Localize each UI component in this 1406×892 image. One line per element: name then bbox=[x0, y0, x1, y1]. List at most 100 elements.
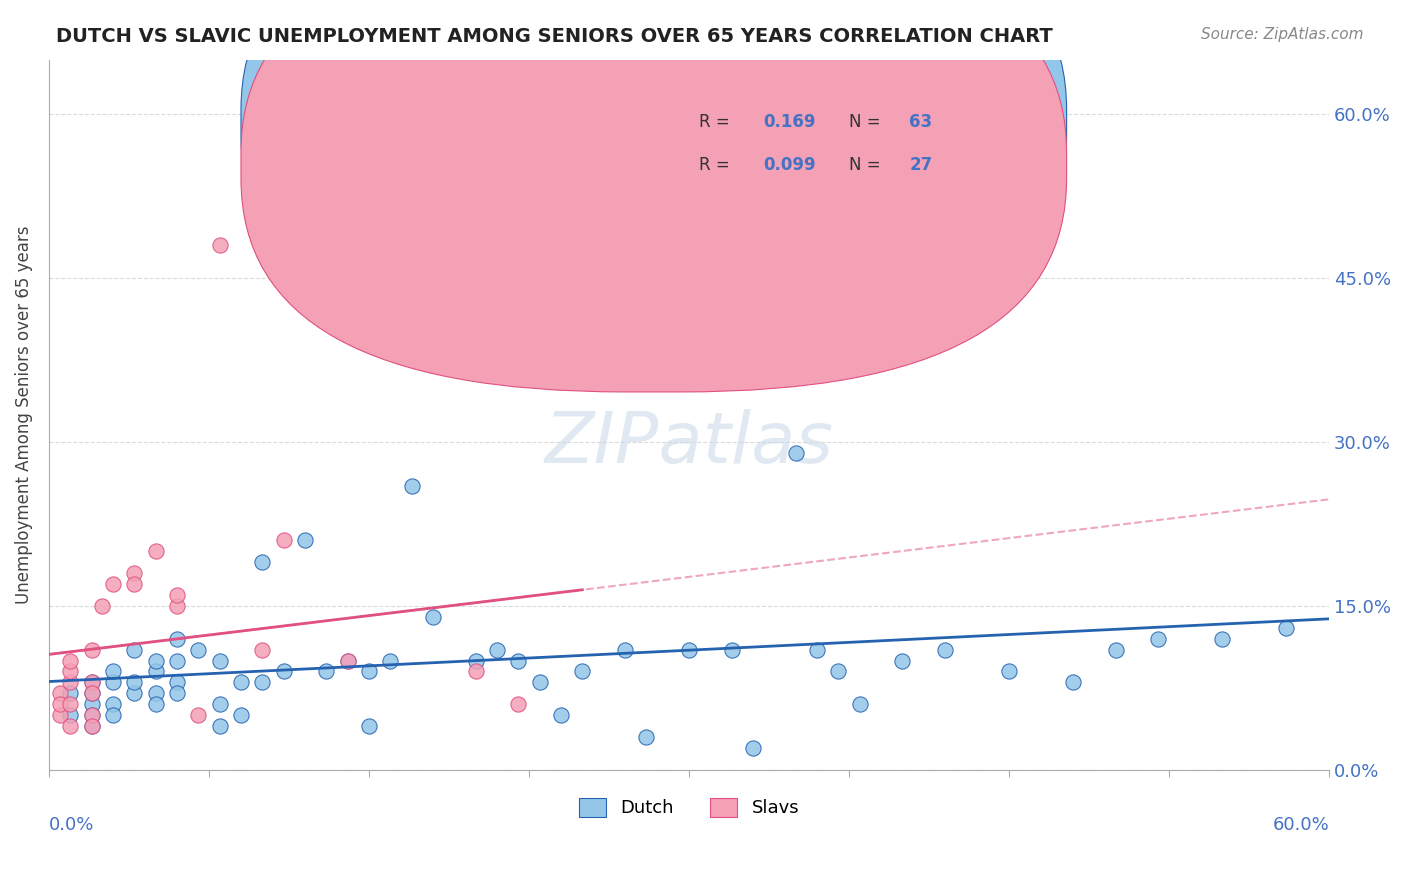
Point bbox=[252, 642, 274, 657]
Point bbox=[806, 642, 828, 657]
Point bbox=[80, 708, 103, 723]
FancyBboxPatch shape bbox=[586, 88, 1060, 209]
Point bbox=[571, 665, 593, 679]
Point bbox=[422, 609, 444, 624]
Point bbox=[208, 238, 231, 252]
Point bbox=[699, 359, 721, 373]
Point bbox=[124, 675, 146, 690]
Point bbox=[80, 675, 103, 690]
Point bbox=[720, 642, 742, 657]
Point bbox=[614, 642, 637, 657]
Text: 60.0%: 60.0% bbox=[1272, 816, 1329, 834]
Point bbox=[91, 599, 114, 613]
Point bbox=[59, 665, 82, 679]
Point bbox=[508, 697, 530, 711]
Point bbox=[59, 653, 82, 667]
Point bbox=[401, 478, 423, 492]
Point bbox=[229, 708, 252, 723]
Point bbox=[80, 697, 103, 711]
Text: R =: R = bbox=[699, 156, 735, 174]
Point bbox=[166, 599, 188, 613]
Text: DUTCH VS SLAVIC UNEMPLOYMENT AMONG SENIORS OVER 65 YEARS CORRELATION CHART: DUTCH VS SLAVIC UNEMPLOYMENT AMONG SENIO… bbox=[56, 27, 1053, 45]
Point bbox=[166, 588, 188, 602]
FancyBboxPatch shape bbox=[240, 0, 1067, 392]
Point bbox=[166, 632, 188, 646]
Point bbox=[124, 577, 146, 591]
Point bbox=[464, 653, 486, 667]
Point bbox=[59, 697, 82, 711]
Point bbox=[166, 675, 188, 690]
Point bbox=[742, 740, 765, 755]
Text: R =: R = bbox=[699, 113, 735, 131]
Point bbox=[508, 653, 530, 667]
Point bbox=[273, 665, 295, 679]
Point bbox=[166, 686, 188, 700]
Point bbox=[1275, 621, 1298, 635]
Point bbox=[124, 686, 146, 700]
Text: ZIPatlas: ZIPatlas bbox=[544, 409, 834, 477]
Point bbox=[145, 544, 167, 558]
Point bbox=[101, 708, 124, 723]
Point bbox=[357, 665, 380, 679]
Point bbox=[252, 675, 274, 690]
Point bbox=[252, 555, 274, 569]
Point bbox=[59, 686, 82, 700]
Point bbox=[229, 675, 252, 690]
Point bbox=[357, 719, 380, 733]
Point bbox=[80, 719, 103, 733]
Point bbox=[166, 653, 188, 667]
Point bbox=[80, 708, 103, 723]
Point bbox=[187, 642, 209, 657]
Point bbox=[59, 675, 82, 690]
Point bbox=[48, 686, 70, 700]
Point bbox=[101, 675, 124, 690]
Point bbox=[187, 708, 209, 723]
Point bbox=[848, 697, 870, 711]
Point bbox=[785, 446, 807, 460]
Point bbox=[678, 642, 700, 657]
Point bbox=[145, 686, 167, 700]
FancyBboxPatch shape bbox=[240, 0, 1067, 350]
Point bbox=[145, 653, 167, 667]
Legend: Dutch, Slavs: Dutch, Slavs bbox=[572, 791, 807, 824]
Point bbox=[529, 675, 551, 690]
Point bbox=[80, 675, 103, 690]
Point bbox=[208, 653, 231, 667]
Point bbox=[998, 665, 1021, 679]
Point bbox=[294, 533, 316, 548]
Point bbox=[145, 697, 167, 711]
Point bbox=[59, 719, 82, 733]
Point bbox=[934, 642, 956, 657]
Point bbox=[59, 708, 82, 723]
Point bbox=[208, 697, 231, 711]
Point bbox=[145, 665, 167, 679]
Point bbox=[827, 665, 849, 679]
Y-axis label: Unemployment Among Seniors over 65 years: Unemployment Among Seniors over 65 years bbox=[15, 226, 32, 604]
Point bbox=[464, 665, 486, 679]
Text: 27: 27 bbox=[910, 156, 932, 174]
Point bbox=[80, 686, 103, 700]
Point bbox=[101, 697, 124, 711]
Point bbox=[315, 665, 337, 679]
Point bbox=[891, 653, 914, 667]
Point bbox=[273, 533, 295, 548]
Point bbox=[80, 686, 103, 700]
Point bbox=[485, 642, 508, 657]
Point bbox=[336, 653, 359, 667]
Point bbox=[1062, 675, 1084, 690]
Point bbox=[550, 708, 572, 723]
Point bbox=[80, 642, 103, 657]
Point bbox=[208, 719, 231, 733]
Point bbox=[48, 708, 70, 723]
Point bbox=[101, 577, 124, 591]
Point bbox=[124, 642, 146, 657]
Point bbox=[48, 697, 70, 711]
Text: 63: 63 bbox=[910, 113, 932, 131]
Point bbox=[1211, 632, 1233, 646]
Point bbox=[380, 653, 402, 667]
Point bbox=[124, 566, 146, 580]
Text: N =: N = bbox=[849, 113, 886, 131]
Point bbox=[636, 730, 658, 744]
Text: N =: N = bbox=[849, 156, 886, 174]
Point bbox=[336, 653, 359, 667]
